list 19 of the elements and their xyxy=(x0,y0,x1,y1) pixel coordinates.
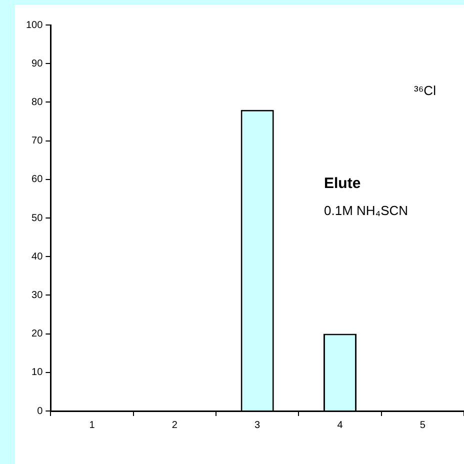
y-tick-label: 30 xyxy=(32,290,44,301)
y-tick-label: 20 xyxy=(32,328,44,340)
annotation: ³⁶Cl xyxy=(414,83,436,98)
annotation: Elute xyxy=(324,175,361,192)
x-tick-label: 3 xyxy=(254,420,261,431)
y-tick-label: 40 xyxy=(32,251,44,262)
annotation: 0.1M NH₄SCN xyxy=(324,203,408,218)
y-tick-label: 70 xyxy=(32,136,44,147)
x-tick-label: 1 xyxy=(89,420,96,431)
y-tick-label: 90 xyxy=(32,58,44,70)
y-tick-label: 10 xyxy=(32,367,44,378)
y-tick-label: 80 xyxy=(32,96,44,108)
x-tick-label: 5 xyxy=(420,420,426,431)
y-tick-label: 60 xyxy=(32,174,44,186)
y-tick-label: 0 xyxy=(37,406,44,417)
y-tick-label: 50 xyxy=(32,212,44,224)
x-tick-label: 2 xyxy=(172,420,178,431)
x-tick-label: 4 xyxy=(337,420,344,431)
y-tick-label: 100 xyxy=(26,20,44,31)
